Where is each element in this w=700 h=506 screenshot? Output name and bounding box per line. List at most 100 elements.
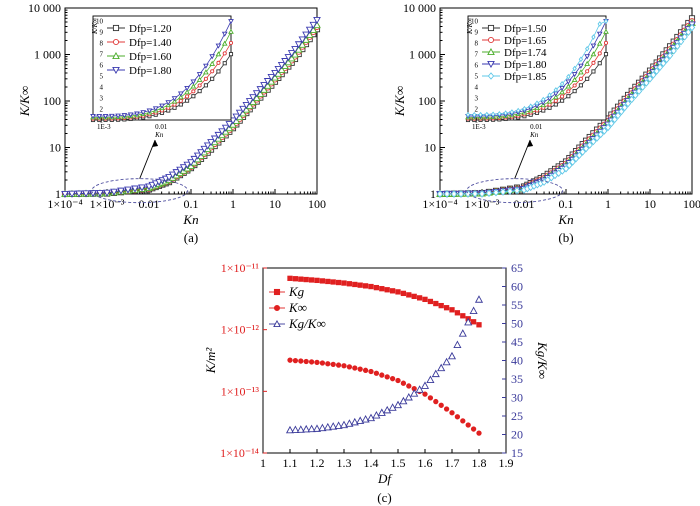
data-point (572, 154, 580, 163)
data-point (373, 284, 380, 291)
inset-data-point (585, 76, 590, 81)
data-point (308, 359, 315, 365)
data-point (303, 358, 309, 365)
inset-y-tick-label: 1 (100, 117, 104, 125)
data-point (393, 400, 403, 409)
data-point (628, 95, 635, 104)
data-point (438, 402, 444, 408)
legend-marker (273, 319, 281, 328)
data-point (323, 422, 332, 431)
data-point (298, 358, 304, 364)
data-point (325, 278, 331, 285)
x-tick-label: 0.01 (514, 197, 535, 211)
data-point (330, 279, 336, 285)
y-tick-label: 1 000 (34, 48, 61, 62)
inset-data-point (165, 100, 172, 106)
data-point (470, 426, 477, 432)
data-point (302, 31, 310, 39)
data-point (319, 278, 326, 284)
y-left-tick-label: 1×10⁻¹¹ (221, 261, 260, 275)
data-point (291, 425, 300, 434)
inset-y-tick-label: 2 (475, 106, 479, 114)
data-point (346, 364, 353, 370)
data-point (433, 300, 439, 307)
data-point (225, 121, 234, 129)
inset-data-point (209, 60, 216, 66)
data-point (319, 360, 326, 366)
legend-marker (112, 51, 120, 60)
data-point (307, 424, 316, 433)
inset-x-tick-label: 1E-3 (472, 123, 486, 131)
data-point (190, 155, 199, 164)
data-point (688, 23, 696, 32)
y-right-tick-label: 30 (511, 391, 523, 405)
data-point (579, 148, 586, 156)
data-point (305, 26, 314, 34)
data-point (263, 78, 272, 86)
data-point (608, 119, 615, 128)
inset-data-point (565, 79, 572, 85)
inset-data-point (185, 94, 190, 99)
inset-y-tick-label: 8 (100, 40, 104, 48)
data-point (454, 310, 461, 316)
inset-data-point (177, 94, 184, 100)
inset-data-point (603, 18, 609, 25)
inset-data-point (578, 76, 583, 81)
data-point (232, 113, 241, 121)
inset-data-point (572, 89, 577, 94)
y-right-tick-label: 45 (511, 335, 523, 349)
data-point (329, 422, 338, 430)
data-point (604, 123, 612, 132)
legend-label: Dfp=1.20 (129, 23, 172, 35)
inset-data-point (222, 61, 227, 66)
inset-data-point (528, 103, 533, 110)
data-point (438, 302, 444, 309)
data-point (447, 351, 457, 360)
data-point (89, 190, 97, 198)
y-axis-label: K/K∞ (17, 86, 32, 117)
y-right-tick-label: 35 (511, 372, 523, 386)
data-point (103, 189, 111, 197)
data-point (566, 161, 573, 170)
data-point (352, 365, 358, 371)
data-point (235, 109, 244, 117)
data-point (404, 392, 413, 401)
data-point (427, 298, 434, 305)
data-point (470, 319, 477, 325)
inset-data-point (590, 51, 597, 57)
data-point (271, 73, 279, 81)
y-right-tick-label: 65 (511, 261, 523, 275)
data-point (443, 406, 450, 412)
inset-data-point (196, 72, 203, 78)
data-point (411, 293, 417, 300)
data-point (406, 383, 412, 389)
x-tick-label: 1 (605, 197, 611, 211)
data-point (345, 419, 354, 427)
legend-marker (112, 24, 120, 32)
data-point (454, 414, 461, 420)
inset-y-tick-label: 10 (471, 18, 479, 26)
data-point (309, 21, 318, 29)
data-point (179, 164, 188, 172)
data-point (183, 161, 192, 169)
inset-data-point (571, 76, 578, 82)
data-point (395, 289, 401, 295)
inset-data-point (96, 113, 103, 120)
data-point (187, 159, 195, 167)
data-point (200, 145, 209, 153)
inset-data-point (210, 69, 215, 74)
inset-data-point (547, 92, 552, 99)
data-point (368, 283, 374, 290)
y-right-tick-label: 50 (511, 317, 523, 331)
data-point (313, 17, 321, 25)
inset-data-point (146, 108, 153, 114)
data-point (681, 33, 688, 41)
data-point (420, 381, 430, 389)
data-point (281, 58, 289, 66)
inset-data-point (203, 69, 209, 75)
series-ratio (285, 295, 484, 434)
inset-data-point (534, 100, 540, 107)
data-point (165, 174, 173, 182)
data-point (384, 374, 390, 380)
data-point (203, 142, 212, 150)
